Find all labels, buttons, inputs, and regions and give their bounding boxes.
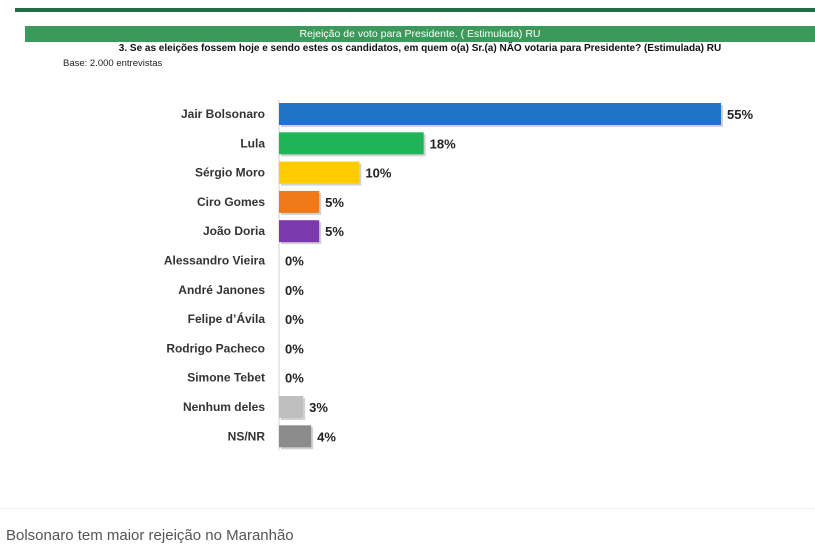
category-label: NS/NR xyxy=(228,429,266,443)
bar xyxy=(279,396,304,418)
category-label: Nenhum deles xyxy=(183,400,265,414)
value-label: 0% xyxy=(285,341,304,356)
bar xyxy=(279,132,424,155)
value-label: 0% xyxy=(285,254,304,269)
category-label: Jair Bolsonaro xyxy=(181,107,265,121)
value-label: 0% xyxy=(285,371,304,386)
bar xyxy=(279,220,320,243)
category-label: Sérgio Moro xyxy=(195,166,265,180)
bar xyxy=(279,190,320,213)
category-label: João Doria xyxy=(203,224,265,238)
category-label: Lula xyxy=(240,136,265,150)
category-label: André Janones xyxy=(178,283,265,297)
value-label: 18% xyxy=(430,136,456,151)
value-label: 4% xyxy=(317,429,336,444)
value-label: 0% xyxy=(285,283,304,298)
value-label: 0% xyxy=(285,312,304,327)
question-text: 3. Se as eleições fossem hoje e sendo es… xyxy=(118,43,722,54)
category-label: Ciro Gomes xyxy=(197,195,265,209)
value-label: 3% xyxy=(309,400,328,415)
bar xyxy=(279,161,360,184)
divider xyxy=(0,508,815,509)
value-label: 5% xyxy=(325,195,344,210)
category-label: Alessandro Vieira xyxy=(164,254,265,268)
category-label: Felipe d’Ávila xyxy=(188,311,266,326)
bar xyxy=(279,103,721,125)
category-label: Rodrigo Pacheco xyxy=(166,341,265,355)
chart-header-band: Rejeição de voto para Presidente. ( Esti… xyxy=(25,26,815,42)
rejection-bar-chart: Jair Bolsonaro 55% Lula 18% Sérgio Moro 10% Ci… xyxy=(164,100,753,451)
sample-base: Base: 2.000 entrevistas xyxy=(63,58,163,69)
image-caption: Bolsonaro tem maior rejeição no Maranhão xyxy=(6,527,294,544)
value-label: 5% xyxy=(325,224,344,239)
category-label: Simone Tebet xyxy=(187,371,265,385)
top-rule xyxy=(15,8,815,12)
value-label: 55% xyxy=(727,107,753,122)
value-label: 10% xyxy=(365,166,391,181)
bar xyxy=(279,425,312,448)
